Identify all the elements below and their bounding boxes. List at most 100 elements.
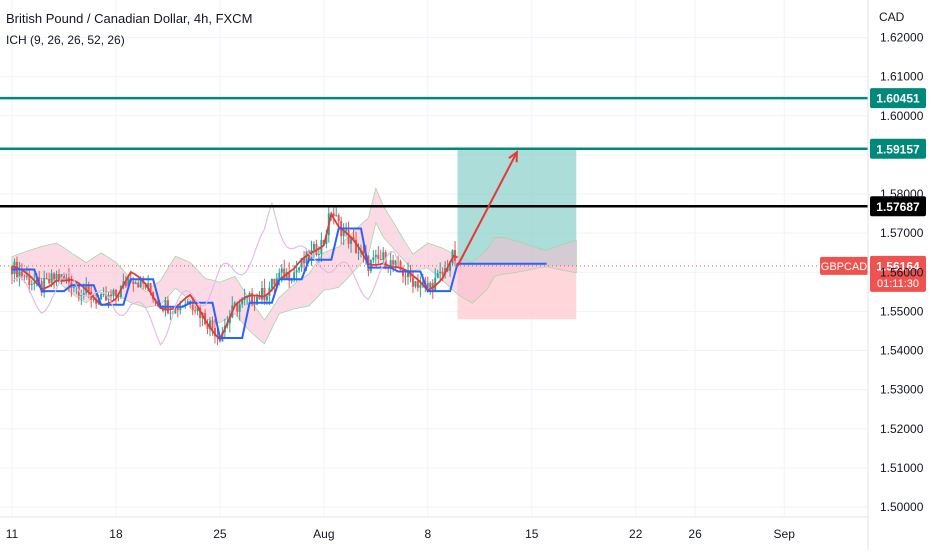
- candle-body: [25, 276, 28, 278]
- candle-body: [48, 279, 51, 283]
- candle-body: [33, 282, 36, 285]
- candle-body: [65, 277, 68, 279]
- candle-body: [332, 213, 335, 216]
- chikou-line: [11, 201, 399, 347]
- level-price-tag[interactable]: [870, 196, 926, 217]
- candle-body: [13, 261, 16, 275]
- candle-body: [169, 312, 172, 314]
- candle-body: [325, 235, 328, 245]
- x-tick-label: 8: [424, 527, 431, 541]
- candle-body: [82, 293, 85, 296]
- candle-body: [62, 274, 65, 279]
- chart-title: British Pound / Canadian Dollar, 4h, FXC…: [6, 11, 253, 26]
- y-tick-label: 1.60000: [880, 109, 924, 123]
- candle-body: [421, 281, 424, 285]
- candle-body: [362, 250, 365, 254]
- countdown-label: 01:11:30: [877, 278, 919, 290]
- candle-body: [407, 269, 409, 277]
- candle-body: [372, 257, 375, 260]
- level-price-label: 1.59157: [876, 142, 920, 156]
- x-tick-label: 25: [213, 527, 227, 541]
- y-tick-label: 1.54000: [880, 344, 924, 358]
- candle-body: [72, 286, 75, 288]
- candle-body: [149, 283, 152, 293]
- candle-body: [60, 274, 63, 280]
- x-tick-label: 11: [6, 527, 19, 541]
- candle-body: [273, 278, 276, 285]
- y-tick-label: 1.53000: [880, 383, 924, 397]
- candle-body: [134, 282, 137, 284]
- candle-body: [236, 302, 239, 312]
- y-tick-label: 1.56000: [880, 265, 924, 279]
- candle-body: [265, 296, 268, 301]
- candle-body: [253, 304, 256, 306]
- candle-body: [28, 276, 31, 286]
- candle-body: [228, 317, 231, 324]
- x-tick-label: 15: [525, 527, 539, 541]
- y-tick-label: 1.52000: [880, 422, 924, 436]
- candle-body: [414, 281, 417, 287]
- candle-body: [256, 296, 259, 305]
- projection-arrow-line[interactable]: [456, 151, 518, 267]
- indicator-label[interactable]: ICH (9, 26, 26, 52, 26): [6, 33, 125, 47]
- symbol-badge[interactable]: [820, 256, 868, 275]
- kijun-line: [12, 227, 547, 339]
- candle-body: [350, 236, 353, 244]
- candle-body: [283, 268, 286, 280]
- y-tick-label: 1.57000: [880, 226, 924, 240]
- candle-body: [209, 320, 211, 329]
- candle-body: [246, 297, 249, 299]
- x-tick-label: 18: [109, 527, 123, 541]
- candle-body: [186, 300, 189, 305]
- candle-body: [300, 257, 303, 268]
- y-tick-label: 1.58000: [880, 187, 924, 201]
- candle-body: [434, 277, 437, 291]
- candle-body: [176, 305, 179, 311]
- candle-body: [404, 276, 407, 278]
- candle-body: [124, 281, 127, 287]
- candle-body: [80, 295, 83, 297]
- y-tick-label: 1.61000: [880, 70, 924, 84]
- candle-body: [50, 273, 53, 283]
- candle-body: [196, 307, 199, 312]
- candle-body: [270, 278, 273, 288]
- candle-body: [310, 249, 313, 261]
- candle-body: [290, 280, 293, 282]
- level-price-tag[interactable]: [870, 88, 926, 109]
- candle-body: [30, 284, 33, 286]
- candle-body: [416, 281, 419, 288]
- y-axis-unit: CAD: [879, 10, 905, 24]
- candle-body: [137, 282, 140, 288]
- candle-body: [355, 239, 358, 253]
- candle-body: [114, 289, 117, 297]
- candle-body: [382, 252, 385, 260]
- level-price-label: 1.57687: [876, 200, 920, 214]
- candle-body: [352, 236, 355, 240]
- candle-body: [312, 244, 315, 250]
- candle-body: [275, 277, 278, 285]
- candle-body: [295, 270, 298, 273]
- candle-body: [293, 272, 296, 281]
- candle-body: [213, 328, 216, 337]
- candle-body: [164, 300, 167, 311]
- candle-body: [337, 215, 340, 222]
- level-price-tag[interactable]: [870, 138, 926, 159]
- candle-body: [127, 279, 130, 287]
- candle-body: [191, 304, 194, 311]
- candle-body: [179, 306, 182, 311]
- x-tick-label: 26: [688, 527, 702, 541]
- candle-body: [132, 281, 135, 284]
- candle-body: [347, 230, 350, 244]
- candle-body: [95, 298, 98, 304]
- current-price-tag[interactable]: [870, 255, 926, 292]
- candle-body: [174, 305, 177, 314]
- symbol-badge-label: GBPCAD: [821, 261, 868, 273]
- candle-body: [298, 267, 301, 271]
- candle-body: [449, 263, 452, 271]
- candle-body: [342, 230, 345, 237]
- candle-body: [357, 252, 360, 254]
- candle-body: [243, 297, 246, 300]
- y-tick-label: 1.50000: [880, 500, 924, 514]
